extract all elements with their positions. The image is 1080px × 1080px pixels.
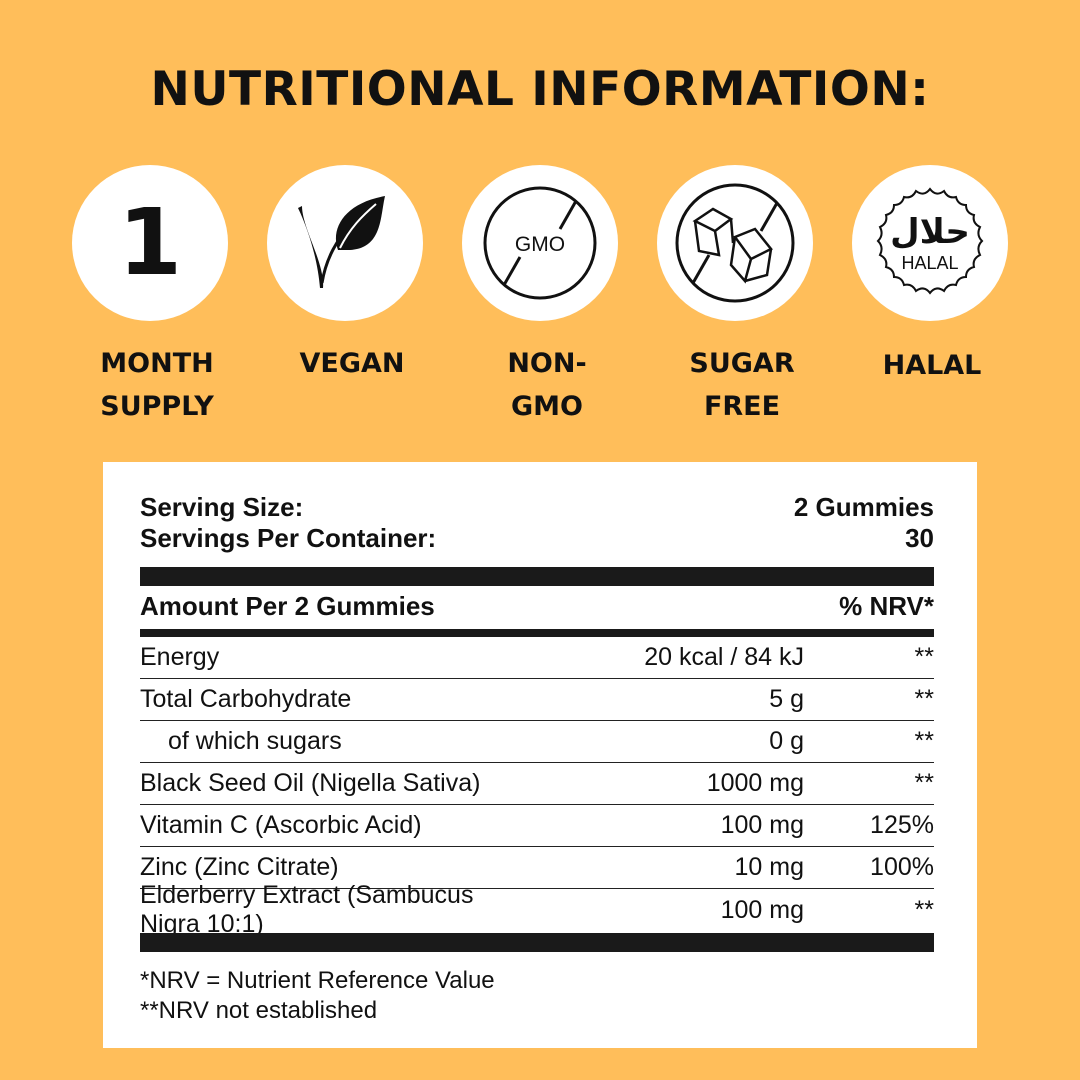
nutrient-amount: 100 mg [720, 811, 804, 839]
nutrient-nrv: 100% [870, 853, 934, 881]
badge-sugar-free [657, 165, 813, 321]
serving-info: Serving Size: 2 Gummies Servings Per Cont… [140, 492, 934, 554]
nutrient-nrv: ** [914, 643, 934, 671]
servings-value: 30 [905, 523, 934, 553]
nutrient-name: Vitamin C (Ascorbic Acid) [140, 811, 422, 839]
footnote-nrv: *NRV = Nutrient Reference Value [140, 967, 495, 994]
badge-label-non-gmo: NON- GMO [507, 348, 587, 422]
svg-text:حلال: حلال [890, 212, 970, 252]
badge-label-month-supply: MONTH SUPPLY [100, 348, 214, 422]
nutrient-name: Black Seed Oil (Nigella Sativa) [140, 769, 481, 797]
nutrient-name: Total Carbohydrate [140, 685, 352, 713]
nutrient-row: Total Carbohydrate 5 g ** [140, 679, 934, 721]
halal-seal-icon: حلال HALAL [876, 187, 984, 295]
nutrient-nrv: ** [914, 727, 934, 755]
serving-size-label: Serving Size: [140, 492, 304, 522]
nutrient-amount: 10 mg [734, 853, 804, 881]
page-title: NUTRITIONAL INFORMATION: [150, 62, 930, 117]
divider-thick-bottom [140, 933, 934, 952]
nutrient-name: Elderberry Extract (Sambucus Nigra 10:1) [140, 881, 474, 938]
nutrient-nrv: ** [914, 685, 934, 713]
nutrient-name: Zinc (Zinc Citrate) [140, 853, 339, 881]
divider-thick [140, 567, 934, 586]
nutrient-row: Elderberry Extract (Sambucus Nigra 10:1)… [140, 881, 934, 938]
nutrient-name: Energy [140, 643, 220, 671]
footnote-not-established: **NRV not established [140, 997, 378, 1024]
badge-label-halal: HALAL [882, 350, 982, 381]
nutrient-nrv: ** [914, 769, 934, 797]
badge-non-gmo: GMO [462, 165, 618, 321]
badge-halal: حلال HALAL [852, 165, 1008, 321]
nutrient-amount: 100 mg [720, 895, 804, 924]
nutrient-amount: 20 kcal / 84 kJ [644, 643, 804, 671]
nutrition-panel: Serving Size: 2 Gummies Servings Per Cont… [103, 462, 977, 1048]
nutrient-amount: 5 g [769, 685, 804, 713]
nutrient-row: of which sugars 0 g ** [140, 721, 934, 763]
amount-header-label: Amount Per 2 Gummies [140, 591, 435, 621]
nrv-header-label: % NRV* [839, 591, 934, 621]
number-one-icon: 1 [117, 189, 182, 296]
nutrient-nrv: 125% [870, 811, 934, 839]
nutrient-name: of which sugars [168, 727, 342, 755]
badge-label-sugar-free: SUGAR FREE [689, 348, 795, 422]
no-gmo-icon: GMO [483, 186, 597, 300]
serving-size-value: 2 Gummies [793, 492, 934, 522]
nutrient-amount: 0 g [769, 727, 804, 755]
divider-medium [140, 629, 934, 637]
svg-text:HALAL: HALAL [901, 253, 958, 273]
svg-text:GMO: GMO [515, 233, 565, 256]
badge-vegan [267, 165, 423, 321]
no-sugar-cubes-icon [675, 183, 795, 303]
nutrient-row: Black Seed Oil (Nigella Sativa) 1000 mg ** [140, 763, 934, 805]
nutrient-row: Zinc (Zinc Citrate) 10 mg 100% [140, 847, 934, 889]
badge-month-supply: 1 [72, 165, 228, 321]
vegan-leaf-icon [298, 196, 385, 288]
nutrient-amount: 1000 mg [706, 769, 804, 797]
servings-label: Servings Per Container: [140, 523, 437, 553]
nutrient-row: Energy 20 kcal / 84 kJ ** [140, 637, 934, 679]
nutrient-row: Vitamin C (Ascorbic Acid) 100 mg 125% [140, 805, 934, 847]
amount-header: Amount Per 2 Gummies % NRV* [140, 591, 934, 622]
badge-label-vegan: VEGAN [299, 348, 405, 379]
nutrient-nrv: ** [914, 895, 934, 924]
